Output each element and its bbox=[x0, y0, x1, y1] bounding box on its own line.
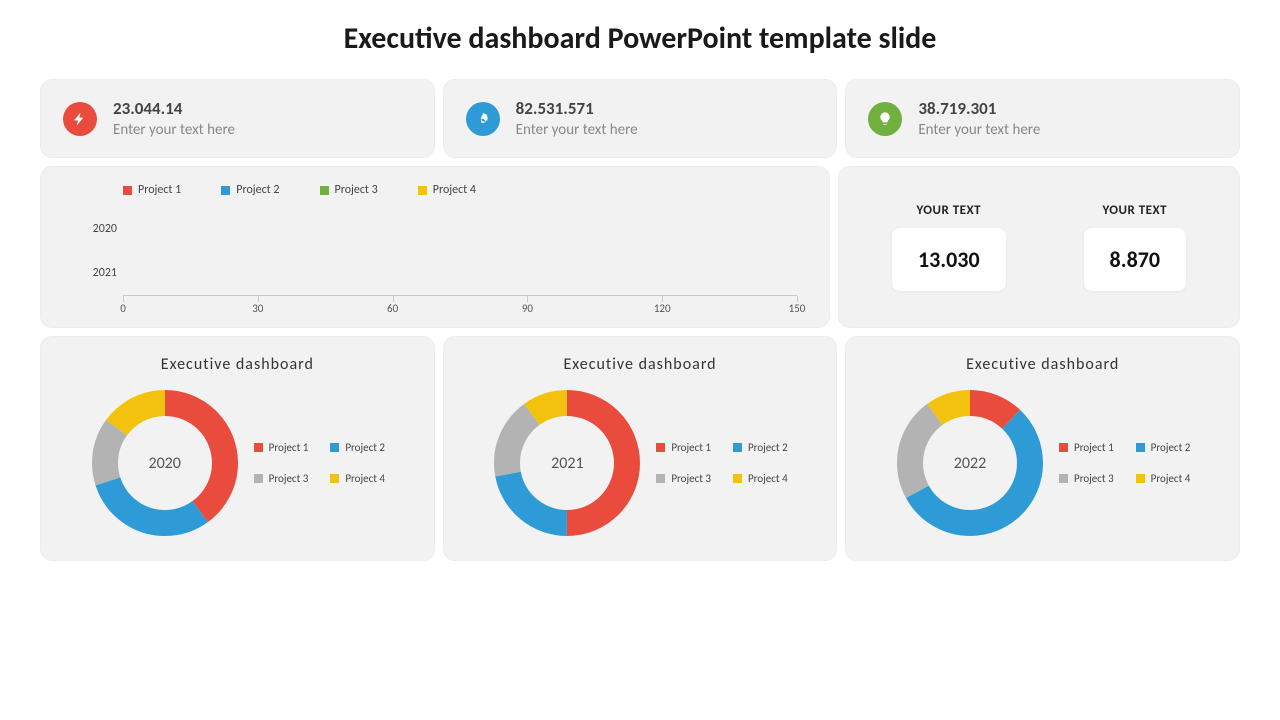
bar-legend-item: Project 2 bbox=[221, 183, 279, 197]
x-axis-label: 90 bbox=[522, 302, 533, 315]
bar-legend-item: Project 3 bbox=[320, 183, 378, 197]
donut-chart: 2022 bbox=[895, 388, 1045, 538]
donut-legend-item: Project 4 bbox=[1136, 472, 1191, 485]
slide-title: Executive dashboard PowerPoint template … bbox=[40, 20, 1240, 57]
stat-value-0: 23.044.14 bbox=[113, 98, 235, 119]
bar-chart-panel: Project 1Project 2Project 3Project 4 202… bbox=[40, 166, 830, 328]
x-axis-label: 120 bbox=[654, 302, 671, 315]
bar-legend-item: Project 4 bbox=[418, 183, 476, 197]
donut-card-2021: Executive dashboard2021Project 1Project … bbox=[443, 336, 838, 561]
donut-center-label: 2020 bbox=[90, 388, 240, 538]
donut-chart: 2021 bbox=[492, 388, 642, 538]
kpi-title-0: YOUR TEXT bbox=[892, 203, 1006, 218]
donut-legend: Project 1 Project 2 Project 3 Project 4 bbox=[1059, 441, 1190, 485]
donut-legend-item: Project 2 bbox=[330, 441, 385, 454]
kpi-0: YOUR TEXT 13.030 bbox=[892, 203, 1006, 291]
donut-legend-item: Project 3 bbox=[656, 472, 711, 485]
bulb-icon bbox=[868, 102, 902, 136]
donut-legend-item: Project 2 bbox=[1136, 441, 1191, 454]
middle-row: Project 1Project 2Project 3Project 4 202… bbox=[40, 166, 1240, 328]
x-axis-label: 30 bbox=[252, 302, 263, 315]
kpi-value-0: 13.030 bbox=[892, 228, 1006, 291]
stat-card-0: 23.044.14 Enter your text here bbox=[40, 79, 435, 158]
donut-legend-item: Project 1 bbox=[254, 441, 309, 454]
donut-card-2022: Executive dashboard2022Project 1Project … bbox=[845, 336, 1240, 561]
stats-row: 23.044.14 Enter your text here 82.531.57… bbox=[40, 79, 1240, 158]
donut-title: Executive dashboard bbox=[860, 355, 1225, 374]
donut-card-2020: Executive dashboard2020Project 1Project … bbox=[40, 336, 435, 561]
x-axis-label: 60 bbox=[387, 302, 398, 315]
donut-title: Executive dashboard bbox=[458, 355, 823, 374]
x-axis-label: 0 bbox=[120, 302, 126, 315]
bar-legend-item: Project 1 bbox=[123, 183, 181, 197]
donut-legend-item: Project 1 bbox=[1059, 441, 1114, 454]
kpi-panel: YOUR TEXT 13.030 YOUR TEXT 8.870 bbox=[838, 166, 1240, 328]
donut-center-label: 2021 bbox=[492, 388, 642, 538]
donut-legend: Project 1 Project 2 Project 3 Project 4 bbox=[254, 441, 385, 485]
kpi-1: YOUR TEXT 8.870 bbox=[1084, 203, 1186, 291]
donut-legend-item: Project 1 bbox=[656, 441, 711, 454]
donut-legend-item: Project 4 bbox=[733, 472, 788, 485]
stat-sub-2: Enter your text here bbox=[918, 121, 1040, 139]
stat-card-1: 82.531.571 Enter your text here bbox=[443, 79, 838, 158]
x-axis-label: 150 bbox=[789, 302, 806, 315]
bar-chart: 20202021 0306090120150 bbox=[73, 207, 807, 317]
kpi-value-1: 8.870 bbox=[1084, 228, 1186, 291]
donut-legend-item: Project 2 bbox=[733, 441, 788, 454]
donut-center-label: 2022 bbox=[895, 388, 1045, 538]
bar-legend: Project 1 Project 2 Project 3 Project 4 bbox=[123, 183, 807, 197]
donut-chart: 2020 bbox=[90, 388, 240, 538]
donut-legend-item: Project 3 bbox=[254, 472, 309, 485]
donut-legend: Project 1 Project 2 Project 3 Project 4 bbox=[656, 441, 787, 485]
bolt-icon bbox=[63, 102, 97, 136]
kpi-title-1: YOUR TEXT bbox=[1084, 203, 1186, 218]
stat-sub-1: Enter your text here bbox=[516, 121, 638, 139]
donut-title: Executive dashboard bbox=[55, 355, 420, 374]
flame-icon bbox=[466, 102, 500, 136]
stat-card-2: 38.719.301 Enter your text here bbox=[845, 79, 1240, 158]
donut-legend-item: Project 4 bbox=[330, 472, 385, 485]
stat-sub-0: Enter your text here bbox=[113, 121, 235, 139]
stat-value-1: 82.531.571 bbox=[516, 98, 638, 119]
donuts-row: Executive dashboard2020Project 1Project … bbox=[40, 336, 1240, 561]
donut-legend-item: Project 3 bbox=[1059, 472, 1114, 485]
stat-value-2: 38.719.301 bbox=[918, 98, 1040, 119]
